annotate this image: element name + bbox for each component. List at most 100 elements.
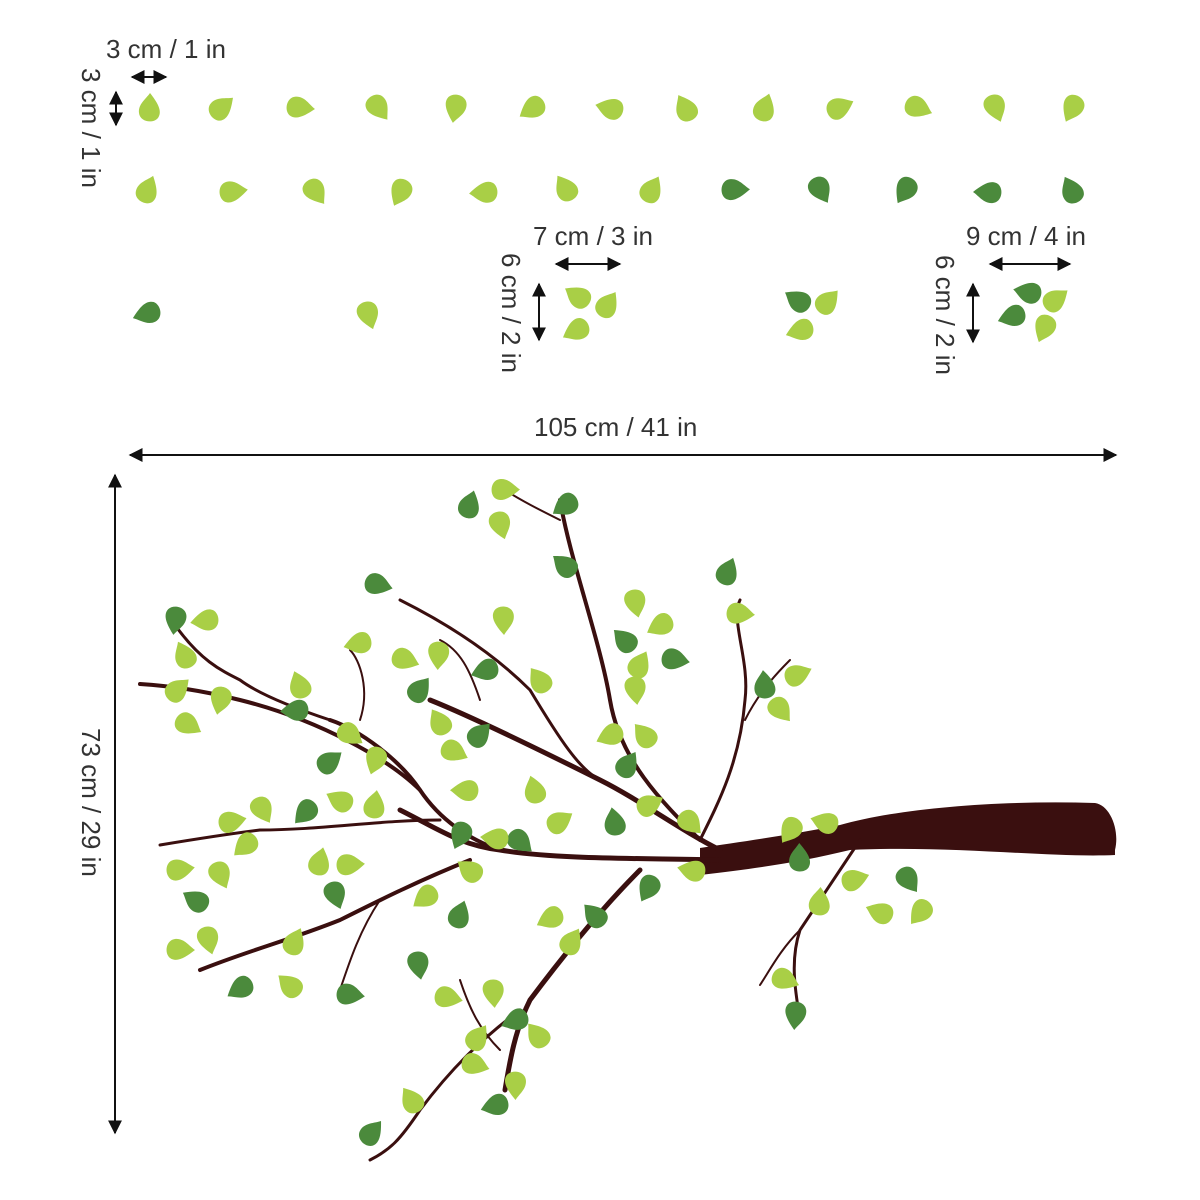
light-leaf (528, 1023, 551, 1049)
dark-leaf (715, 557, 737, 586)
light-leaf (465, 1025, 487, 1052)
light-leaf (208, 861, 230, 889)
dark-leaf (754, 670, 776, 699)
light-leaf (596, 723, 624, 745)
dark-leaf (973, 182, 1002, 204)
dark-leaf (480, 1093, 509, 1116)
branch-twig (439, 639, 481, 701)
dark-leaf (451, 821, 473, 850)
dark-leaf (584, 904, 608, 929)
light-leaf (391, 647, 420, 669)
dark-leaf (552, 492, 579, 515)
light-leaf (841, 869, 870, 892)
dark-leaf (132, 301, 161, 324)
branch-twig (502, 867, 643, 1093)
light-leaf (366, 746, 387, 775)
light-leaf (488, 511, 511, 540)
single-leaf-width-label: 3 cm / 1 in (106, 34, 226, 64)
light-leaf (175, 641, 197, 669)
light-leaf (135, 175, 157, 204)
light-leaf (983, 94, 1005, 122)
light-leaf (282, 928, 304, 956)
light-leaf (519, 95, 546, 118)
light-leaf (492, 606, 514, 635)
branch-twig (558, 498, 702, 842)
dark-leaf (553, 555, 578, 578)
light-leaf (434, 986, 463, 1008)
light-leaf (138, 93, 160, 122)
dark-leaf (336, 983, 365, 1005)
dark-leaf (501, 1008, 529, 1030)
dark-leaf (639, 874, 661, 902)
light-leaf (343, 631, 372, 654)
light-leaf (491, 479, 520, 500)
light-leaf (210, 686, 232, 715)
dark-leaf (227, 975, 254, 998)
light-leaf (595, 98, 624, 120)
branch-twig (459, 979, 501, 1051)
dark-leaf (1062, 176, 1084, 204)
light-leaf (286, 96, 315, 118)
dark-leaf (447, 900, 469, 929)
dark-leaf (182, 891, 210, 913)
dark-leaf (661, 648, 690, 670)
light-leaf (785, 318, 814, 341)
light-leaf (677, 809, 701, 834)
dark-leaf (721, 179, 750, 201)
single-leaf-height-label: 3 cm / 1 in (76, 68, 106, 188)
dark-leaf (785, 291, 812, 313)
small-cluster-height-label: 6 cm / 2 in (496, 253, 526, 373)
light-leaf (536, 906, 564, 928)
light-leaf (249, 796, 272, 823)
light-leaf (363, 790, 385, 819)
dark-leaf (407, 677, 429, 704)
small-cluster-width-label: 7 cm / 3 in (533, 221, 653, 251)
branch-twig (397, 807, 723, 863)
light-leaf (677, 860, 706, 882)
light-leaf (647, 612, 674, 635)
branch-twig (427, 697, 723, 853)
branch-twig (339, 899, 381, 991)
dark-leaf (1013, 282, 1042, 304)
dark-leaf (316, 752, 342, 775)
dark-leaf (470, 658, 499, 680)
dark-leaf (807, 176, 830, 203)
branch-twig (349, 649, 366, 721)
light-leaf (814, 290, 838, 315)
light-leaf (469, 181, 498, 203)
light-leaf (218, 811, 247, 833)
light-leaf (440, 739, 468, 761)
light-leaf (624, 589, 646, 618)
light-leaf (810, 813, 839, 834)
light-leaf (771, 967, 800, 989)
branch-twig (198, 858, 472, 972)
light-leaf (565, 287, 592, 309)
light-leaf (767, 696, 791, 722)
dark-leaf (458, 490, 479, 519)
branch-twig (158, 818, 442, 847)
dark-leaf (165, 606, 187, 635)
light-leaf (356, 301, 379, 330)
dark-leaf (407, 951, 429, 980)
light-leaf (336, 854, 365, 876)
light-leaf (196, 926, 219, 955)
dark-leaf (507, 829, 532, 852)
light-leaf (482, 979, 504, 1008)
light-leaf (627, 651, 649, 679)
branch-trunk (700, 802, 1117, 875)
light-leaf (302, 178, 325, 204)
light-leaf (530, 668, 553, 694)
light-leaf (308, 847, 330, 876)
light-leaf (726, 602, 755, 624)
light-leaf (911, 898, 933, 925)
light-leaf (753, 93, 774, 122)
branch-twig (398, 598, 602, 782)
light-leaf (326, 791, 354, 813)
dark-leaf (359, 1121, 382, 1146)
dark-leaf (466, 723, 490, 748)
light-leaf (826, 98, 854, 120)
light-leaf (174, 712, 202, 734)
light-leaf (450, 780, 479, 801)
light-leaf (391, 178, 413, 206)
